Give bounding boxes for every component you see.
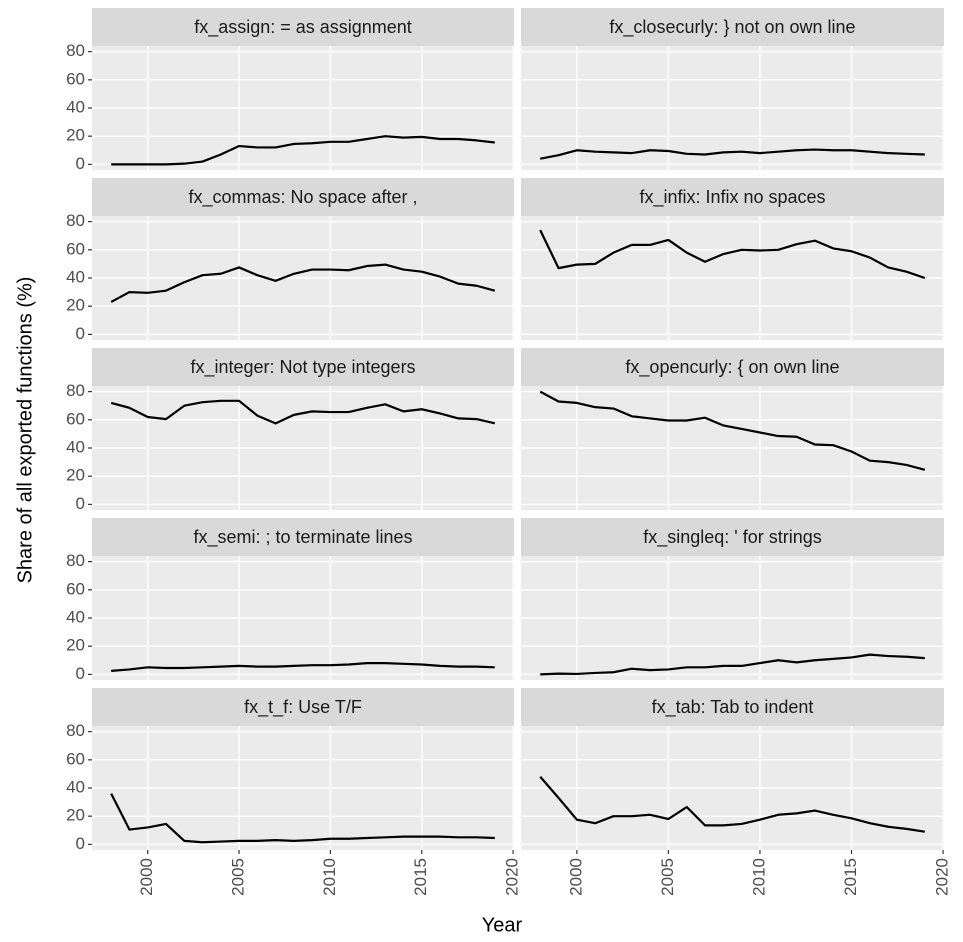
strip xyxy=(521,178,944,216)
strip xyxy=(92,688,514,726)
x-tick-label: 2020 xyxy=(503,858,522,896)
y-tick-label: 20 xyxy=(66,466,85,485)
y-tick-label: 40 xyxy=(66,267,85,286)
strip-title: fx_singleq: ' for strings xyxy=(643,527,822,548)
x-tick-label: 2015 xyxy=(411,858,430,896)
strip-title: fx_tab: Tab to indent xyxy=(652,697,814,718)
y-tick-label: 60 xyxy=(66,749,85,768)
y-tick-label: 0 xyxy=(76,494,85,513)
strip xyxy=(521,688,944,726)
x-tick-label: 2015 xyxy=(841,858,860,896)
line xyxy=(110,263,496,303)
y-tick-label: 80 xyxy=(66,381,85,400)
y-tick-label: 60 xyxy=(66,239,85,258)
strip-title: fx_assign: = as assignment xyxy=(194,17,412,38)
strip xyxy=(521,518,944,556)
y-tick-label: 80 xyxy=(66,41,85,60)
y-tick-label: 0 xyxy=(76,154,85,173)
y-tick-label: 40 xyxy=(66,607,85,626)
y-tick-label: 20 xyxy=(66,636,85,655)
x-tick-label: 2000 xyxy=(566,858,585,896)
y-tick-label: 0 xyxy=(76,664,85,683)
strip xyxy=(92,518,514,556)
y-tick-label: 80 xyxy=(66,211,85,230)
x-tick-label: 2010 xyxy=(320,858,339,896)
line xyxy=(540,653,925,676)
y-tick-label: 60 xyxy=(66,579,85,598)
line xyxy=(539,390,926,471)
y-tick-label: 20 xyxy=(66,806,85,825)
strip xyxy=(92,8,514,46)
y-tick-label: 20 xyxy=(66,296,85,315)
strip-title: fx_opencurly: { on own line xyxy=(625,357,839,378)
strip-title: fx_t_f: Use T/F xyxy=(244,697,362,718)
x-tick-label: 2000 xyxy=(137,858,156,896)
line xyxy=(110,793,495,844)
strip xyxy=(521,8,944,46)
strip xyxy=(92,348,514,386)
y-tick-label: 40 xyxy=(66,777,85,796)
line xyxy=(110,399,496,425)
y-tick-label: 0 xyxy=(76,834,85,853)
strip-title: fx_infix: Infix no spaces xyxy=(639,187,825,208)
strip-title: fx_commas: No space after , xyxy=(188,187,417,208)
y-tick-label: 80 xyxy=(66,551,85,570)
x-axis-title: Year xyxy=(482,914,523,936)
y-tick-label: 40 xyxy=(66,97,85,116)
line xyxy=(539,229,926,280)
y-tick-label: 60 xyxy=(66,409,85,428)
strip xyxy=(521,348,944,386)
x-tick-label: 2020 xyxy=(933,858,952,896)
strip-title: fx_closecurly: } not on own line xyxy=(609,17,855,38)
y-tick-label: 0 xyxy=(76,324,85,343)
line xyxy=(111,135,495,166)
y-tick-label: 80 xyxy=(66,721,85,740)
x-tick-label: 2010 xyxy=(749,858,768,896)
y-tick-label: 60 xyxy=(66,69,85,88)
y-tick-label: 40 xyxy=(66,437,85,456)
x-tick-label: 2005 xyxy=(229,858,248,896)
line xyxy=(539,776,925,833)
x-tick-label: 2005 xyxy=(658,858,677,896)
strip-title: fx_semi: ; to terminate lines xyxy=(193,527,412,548)
y-axis-title: Share of all exported functions (%) xyxy=(14,277,36,584)
y-tick-label: 20 xyxy=(66,126,85,145)
strip xyxy=(92,178,514,216)
line xyxy=(540,148,925,160)
line xyxy=(111,661,495,672)
strip-title: fx_integer: Not type integers xyxy=(190,357,415,378)
